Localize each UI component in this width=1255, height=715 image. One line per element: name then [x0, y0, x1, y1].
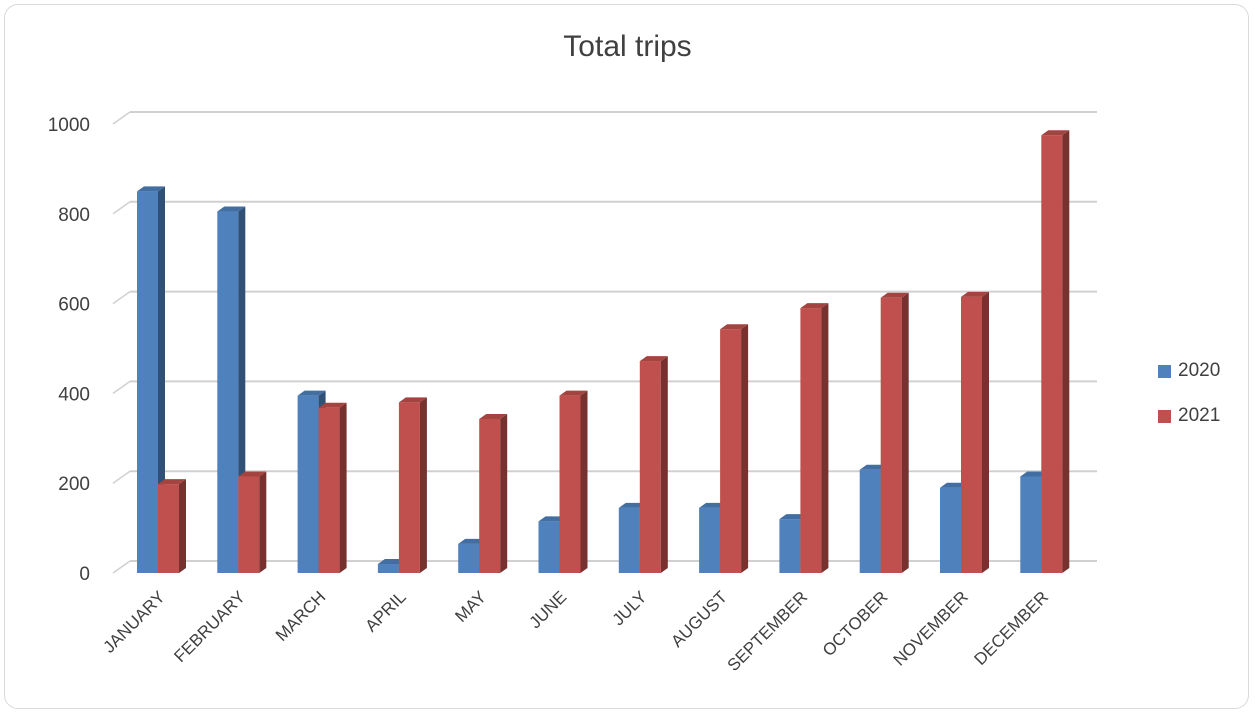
bar-side [158, 186, 165, 573]
x-tick-label: OCTOBER [819, 587, 892, 660]
y-tick-label: 600 [58, 295, 90, 316]
bar-front [639, 361, 661, 573]
gridline-depth [112, 560, 131, 574]
y-tick-label: 0 [79, 564, 90, 585]
bar-front [158, 484, 179, 573]
x-tick-label: JANUARY [99, 587, 168, 656]
bar-front [1020, 476, 1042, 573]
bar-side [179, 479, 186, 573]
legend-label-2021: 2021 [1178, 405, 1221, 426]
x-tick-label: MAY [451, 587, 490, 626]
bar-side [1062, 130, 1070, 573]
bar-front [720, 329, 742, 573]
bar-front [398, 402, 420, 573]
bar-front [1041, 135, 1063, 573]
bar-side [339, 402, 347, 573]
legend-swatch-2021 [1158, 409, 1171, 423]
bar-front [318, 407, 340, 573]
gridline-depth [112, 111, 131, 125]
bar [238, 471, 267, 573]
y-tick-label: 800 [58, 205, 90, 226]
bar [639, 356, 668, 573]
gridline-depth [112, 201, 131, 215]
chart-title: Total trips [563, 30, 692, 63]
bar-top [318, 402, 347, 408]
bar [479, 413, 508, 573]
bar-front [618, 507, 640, 573]
bar-side [500, 413, 508, 573]
x-tick-label: DECEMBER [971, 587, 1053, 669]
chart-legend: 2020 2021 [1158, 360, 1220, 450]
bar-top [1041, 130, 1070, 136]
gridline-depth [112, 290, 131, 305]
bar-side [259, 471, 267, 573]
bar-front [377, 564, 399, 573]
bar [800, 303, 829, 573]
bar-front [458, 543, 480, 573]
bar-top [961, 291, 989, 297]
bar-front [779, 519, 801, 573]
bar-side [901, 292, 909, 573]
bar [137, 186, 165, 573]
bar-side [741, 324, 749, 573]
bar-top [398, 397, 427, 403]
bar-front [961, 296, 982, 573]
legend-label-2020: 2020 [1178, 360, 1221, 381]
bar-front [880, 297, 902, 573]
x-tick-label: MARCH [272, 587, 330, 645]
bar-front [137, 191, 158, 573]
bar-front [479, 418, 501, 573]
x-tick-label: JUNE [525, 587, 570, 632]
bar-side [821, 303, 829, 573]
gridline-depth [112, 380, 131, 395]
bar-top [720, 324, 749, 330]
bar-front [217, 211, 239, 573]
bar-top [238, 471, 267, 477]
bar [318, 402, 347, 573]
bar-front [699, 507, 721, 573]
y-tick-label: 200 [58, 474, 90, 495]
bar [398, 397, 427, 573]
bar-top [559, 390, 588, 396]
bar [880, 292, 909, 573]
x-tick-label: NOVEMBER [890, 587, 972, 669]
bar-top [297, 390, 326, 396]
legend-swatch-2020 [1158, 364, 1171, 378]
bar-side [419, 397, 427, 573]
bar [559, 390, 588, 573]
bar-front [538, 521, 560, 573]
bar-top [137, 186, 165, 192]
bar-front [238, 476, 260, 573]
bar-top [217, 206, 246, 212]
bar-top [479, 413, 508, 419]
x-tick-label: JULY [609, 587, 651, 629]
bar-top [880, 292, 909, 298]
gridline-depth [112, 470, 131, 484]
bar-side [982, 291, 989, 573]
y-tick-label: 400 [58, 384, 90, 405]
y-tick-label: 1000 [48, 115, 90, 136]
bar [158, 479, 186, 573]
x-tick-label: AUGUST [667, 587, 731, 651]
bar-front [559, 395, 581, 573]
bar-side [660, 356, 668, 573]
bar-top [158, 479, 186, 485]
x-tick-label: APRIL [362, 587, 410, 635]
bar-front [859, 469, 881, 573]
bar-top [800, 303, 829, 309]
bar [720, 324, 749, 573]
legend-item-2021: 2021 [1158, 405, 1220, 427]
bar-front [800, 308, 822, 573]
bar-front [297, 395, 319, 573]
x-tick-label: SEPTEMBER [724, 587, 812, 675]
bar-side [580, 390, 588, 573]
bar-front [940, 487, 961, 573]
x-tick-label: FEBRUARY [170, 587, 249, 666]
bar [1041, 130, 1070, 573]
bar [961, 291, 989, 573]
legend-item-2020: 2020 [1158, 360, 1220, 382]
bar-top [639, 356, 668, 362]
